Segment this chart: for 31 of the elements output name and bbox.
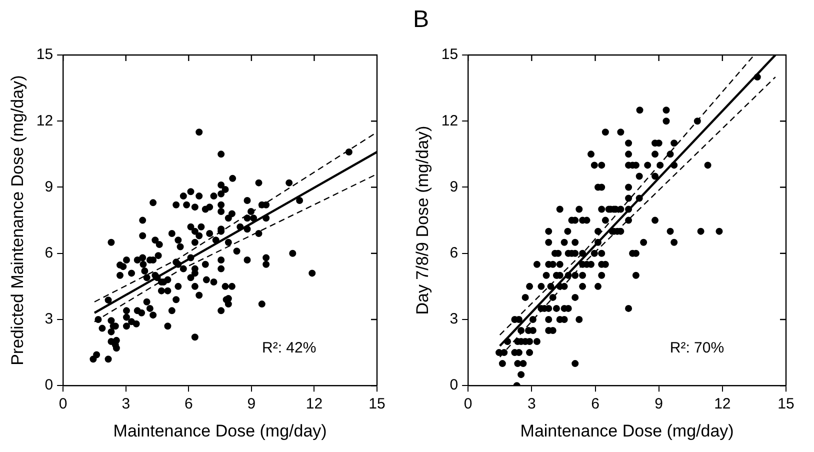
chart-title: B	[413, 6, 430, 34]
y-tick-label: 6	[44, 244, 54, 262]
x-tick-label: 6	[184, 396, 193, 413]
y-tick-label: 0	[450, 376, 458, 394]
y-tick-label: 9	[450, 178, 458, 196]
y-axis-title: Predicted Maintenance Dose (mg/day)	[8, 75, 27, 366]
y-tick-label: 15	[441, 46, 458, 64]
annotation: R²: 42%	[262, 340, 316, 357]
y-axis-title: Day 7/8/9 Dose (mg/day)	[412, 126, 432, 315]
x-tick-label: 12	[714, 396, 731, 413]
x-tick-label: 9	[247, 396, 256, 413]
x-tick-label: 0	[58, 396, 68, 413]
y-tick-label: 3	[450, 310, 458, 328]
y-tick-label: 15	[36, 46, 54, 64]
x-tick-label: 15	[778, 396, 794, 413]
x-axis-title: Maintenance Dose (mg/day)	[113, 421, 327, 440]
x-tick-label: 0	[464, 396, 472, 413]
y-tick-label: 0	[44, 376, 54, 394]
x-axis-title: Maintenance Dose (mg/day)	[520, 421, 734, 440]
x-tick-label: 3	[122, 396, 130, 413]
y-tick-label: 3	[44, 310, 54, 328]
x-tick-label: 3	[527, 396, 536, 413]
annotation: R²: 70%	[670, 340, 724, 357]
x-tick-label: 12	[306, 396, 323, 413]
y-tick-label: 6	[450, 244, 458, 262]
x-tick-label: 6	[591, 396, 600, 413]
y-tick-label: 12	[441, 112, 458, 130]
y-tick-label: 12	[36, 112, 54, 130]
x-tick-label: 9	[654, 396, 664, 413]
y-tick-label: 9	[44, 178, 54, 196]
x-tick-label: 15	[368, 396, 386, 413]
